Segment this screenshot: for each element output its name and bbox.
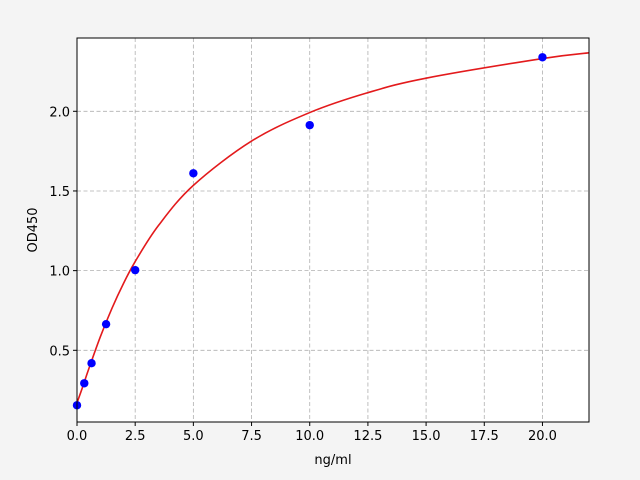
plot-frame (76, 37, 590, 423)
plot-area (77, 38, 589, 422)
data-point (189, 169, 198, 178)
y-tick-label: 1.5 (49, 185, 70, 200)
data-point (80, 379, 89, 388)
x-tick-label: 7.5 (241, 429, 262, 444)
x-tick-label: 5.0 (183, 429, 204, 444)
y-tick-label: 1.0 (49, 265, 70, 280)
data-point (87, 359, 96, 368)
y-axis-label: OD450 (26, 207, 41, 252)
x-tick-label: 20.0 (528, 429, 557, 444)
data-points (72, 53, 547, 410)
x-tick-label: 12.5 (353, 429, 382, 444)
data-point (538, 53, 547, 62)
x-axis: 0.0 2.5 5.0 7.5 10.0 12.5 15.0 17.5 20.0 (67, 422, 557, 444)
x-tick-label: 0.0 (67, 429, 88, 444)
data-point (130, 265, 140, 275)
x-tick-label: 17.5 (470, 429, 499, 444)
x-tick-label: 2.5 (125, 429, 146, 444)
x-axis-label: ng/ml (314, 453, 351, 468)
fit-curve-group (76, 52, 590, 404)
y-tick-label: 2.0 (49, 105, 70, 120)
x-tick-label: 15.0 (412, 429, 441, 444)
data-point (101, 319, 111, 329)
x-tick-label: 10.0 (295, 429, 324, 444)
data-point (305, 120, 314, 130)
grid (76, 38, 589, 422)
y-axis: 0.5 1.0 1.5 2.0 (49, 105, 77, 359)
y-tick-label: 0.5 (49, 344, 70, 359)
fit-curve (76, 52, 590, 404)
